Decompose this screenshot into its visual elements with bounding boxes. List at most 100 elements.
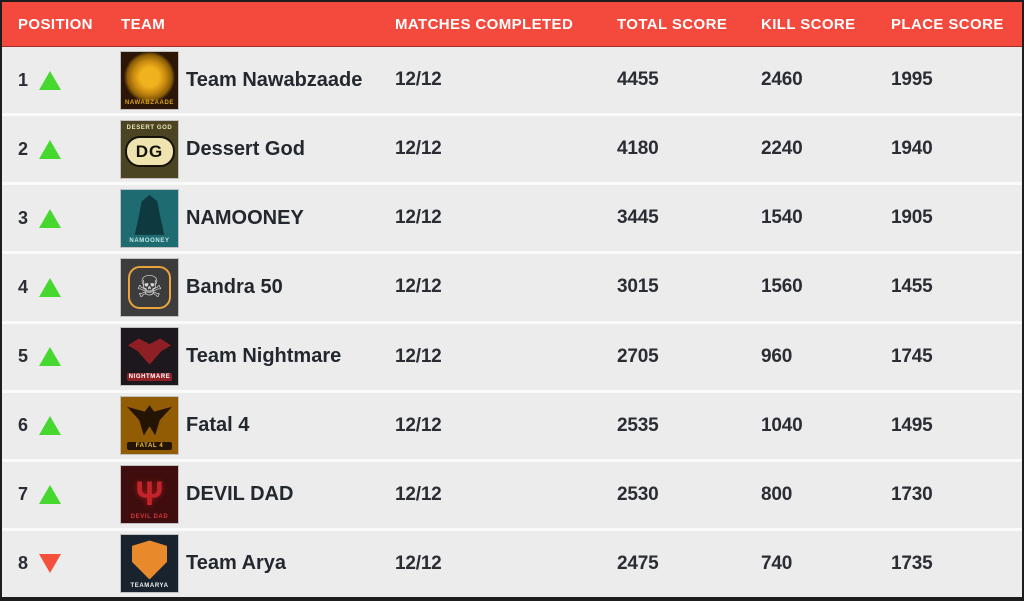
kill-score-cell: 740 [761,552,793,574]
team-name: Team Nightmare [186,345,342,368]
team-logo-shield: TEAMARYA [121,535,178,593]
column-header-position: POSITION [18,15,93,33]
team-name: Bandra 50 [186,275,283,298]
position-number: 4 [18,276,29,297]
kill-score-cell: 960 [761,345,793,367]
position-cell: 7 [2,484,118,505]
table-row: 8 TEAMARYA Team Arya 12/12 2475 740 1735 [2,530,1022,597]
table-row: 1 NAWABZAADE Team Nawabzaade 12/12 4455 … [2,47,1022,117]
team-logo-bat: NIGHTMARE [121,328,178,386]
kill-score-cell: 2240 [761,138,803,160]
total-score-cell: 2705 [617,345,659,367]
table-row: 4 ☠ Bandra 50 12/12 3015 1560 1455 [2,254,1022,324]
matches-completed-cell: 12/12 [395,345,442,367]
team-name: DEVIL DAD [186,483,294,506]
position-number: 8 [18,553,29,574]
position-cell: 2 [2,139,118,160]
team-logo-lion: NAWABZAADE [121,51,178,109]
logo-emblem: ☠ [121,259,178,316]
logo-monogram: DG [124,136,175,168]
trend-up-icon [39,277,62,297]
team-cell: NIGHTMARE Team Nightmare [118,328,393,386]
matches-completed-cell: 12/12 [395,552,442,574]
team-name: Fatal 4 [186,414,250,437]
team-cell: NAMOONEY NAMOONEY [118,189,393,247]
position-cell: 8 [2,553,118,574]
trend-down-icon [39,554,62,574]
table-header-row: POSITION TEAM MATCHES COMPLETED TOTAL SC… [2,2,1022,47]
column-header-place-score: PLACE SCORE [891,15,1004,33]
place-score-cell: 1730 [891,483,933,505]
team-name: Team Nawabzaade [186,68,363,91]
column-header-total-score: TOTAL SCORE [617,15,728,33]
matches-completed-cell: 12/12 [395,483,442,505]
place-score-cell: 1995 [891,69,933,91]
total-score-cell: 3445 [617,207,659,229]
position-cell: 5 [2,346,118,367]
logo-caption: NIGHTMARE [127,373,172,382]
trend-up-icon [39,139,62,159]
team-name: Dessert God [186,137,305,160]
table-row: 7 Ψ DEVIL DAD DEVIL DAD 12/12 2530 800 1… [2,461,1022,531]
team-logo-eagle: FATAL 4 [121,397,178,455]
team-logo-monogram: DG DESERT GOD [121,120,178,178]
team-cell: ☠ Bandra 50 [118,258,393,316]
column-header-kill-score: KILL SCORE [761,15,856,33]
matches-completed-cell: 12/12 [395,207,442,229]
place-score-cell: 1735 [891,552,933,574]
table-row: 3 NAMOONEY NAMOONEY 12/12 3445 1540 1905 [2,185,1022,255]
logo-caption: DESERT GOD [126,124,173,131]
total-score-cell: 4455 [617,69,659,91]
place-score-cell: 1495 [891,414,933,436]
team-name: NAMOONEY [186,206,304,229]
position-number: 3 [18,207,29,228]
team-cell: NAWABZAADE Team Nawabzaade [118,51,393,109]
position-number: 6 [18,415,29,436]
logo-caption: NAMOONEY [129,237,170,244]
logo-caption: TEAMARYA [130,583,169,590]
kill-score-cell: 2460 [761,69,803,91]
logo-emblem: DG [121,121,178,178]
place-score-cell: 1905 [891,207,933,229]
table-row: 2 DG DESERT GOD Dessert God 12/12 4180 2… [2,116,1022,186]
table-row: 6 FATAL 4 Fatal 4 12/12 2535 1040 1495 [2,392,1022,462]
trend-up-icon [39,208,62,228]
total-score-cell: 2535 [617,414,659,436]
position-number: 1 [18,69,29,90]
team-cell: FATAL 4 Fatal 4 [118,397,393,455]
place-score-cell: 1455 [891,276,933,298]
table-body: 1 NAWABZAADE Team Nawabzaade 12/12 4455 … [2,47,1022,597]
position-cell: 1 [2,70,118,91]
position-number: 7 [18,484,29,505]
place-score-cell: 1940 [891,138,933,160]
team-name: Team Arya [186,552,287,575]
position-number: 5 [18,346,29,367]
team-cell: DG DESERT GOD Dessert God [118,120,393,178]
matches-completed-cell: 12/12 [395,69,442,91]
position-number: 2 [18,138,29,159]
logo-emblem: Ψ [135,475,164,514]
position-cell: 3 [2,208,118,229]
team-logo-hood: NAMOONEY [121,189,178,247]
logo-caption: FATAL 4 [127,442,172,451]
total-score-cell: 2530 [617,483,659,505]
position-cell: 6 [2,415,118,436]
kill-score-cell: 800 [761,483,793,505]
team-logo-skull: ☠ [121,258,178,316]
kill-score-cell: 1540 [761,207,803,229]
team-logo-trident: Ψ DEVIL DAD [121,466,178,524]
matches-completed-cell: 12/12 [395,276,442,298]
place-score-cell: 1745 [891,345,933,367]
logo-caption: NAWABZAADE [125,99,174,106]
trend-up-icon [39,70,62,90]
team-cell: Ψ DEVIL DAD DEVIL DAD [118,466,393,524]
logo-caption: DEVIL DAD [130,514,169,521]
total-score-cell: 2475 [617,552,659,574]
total-score-cell: 3015 [617,276,659,298]
position-cell: 4 [2,277,118,298]
column-header-team: TEAM [121,15,166,33]
total-score-cell: 4180 [617,138,659,160]
matches-completed-cell: 12/12 [395,138,442,160]
